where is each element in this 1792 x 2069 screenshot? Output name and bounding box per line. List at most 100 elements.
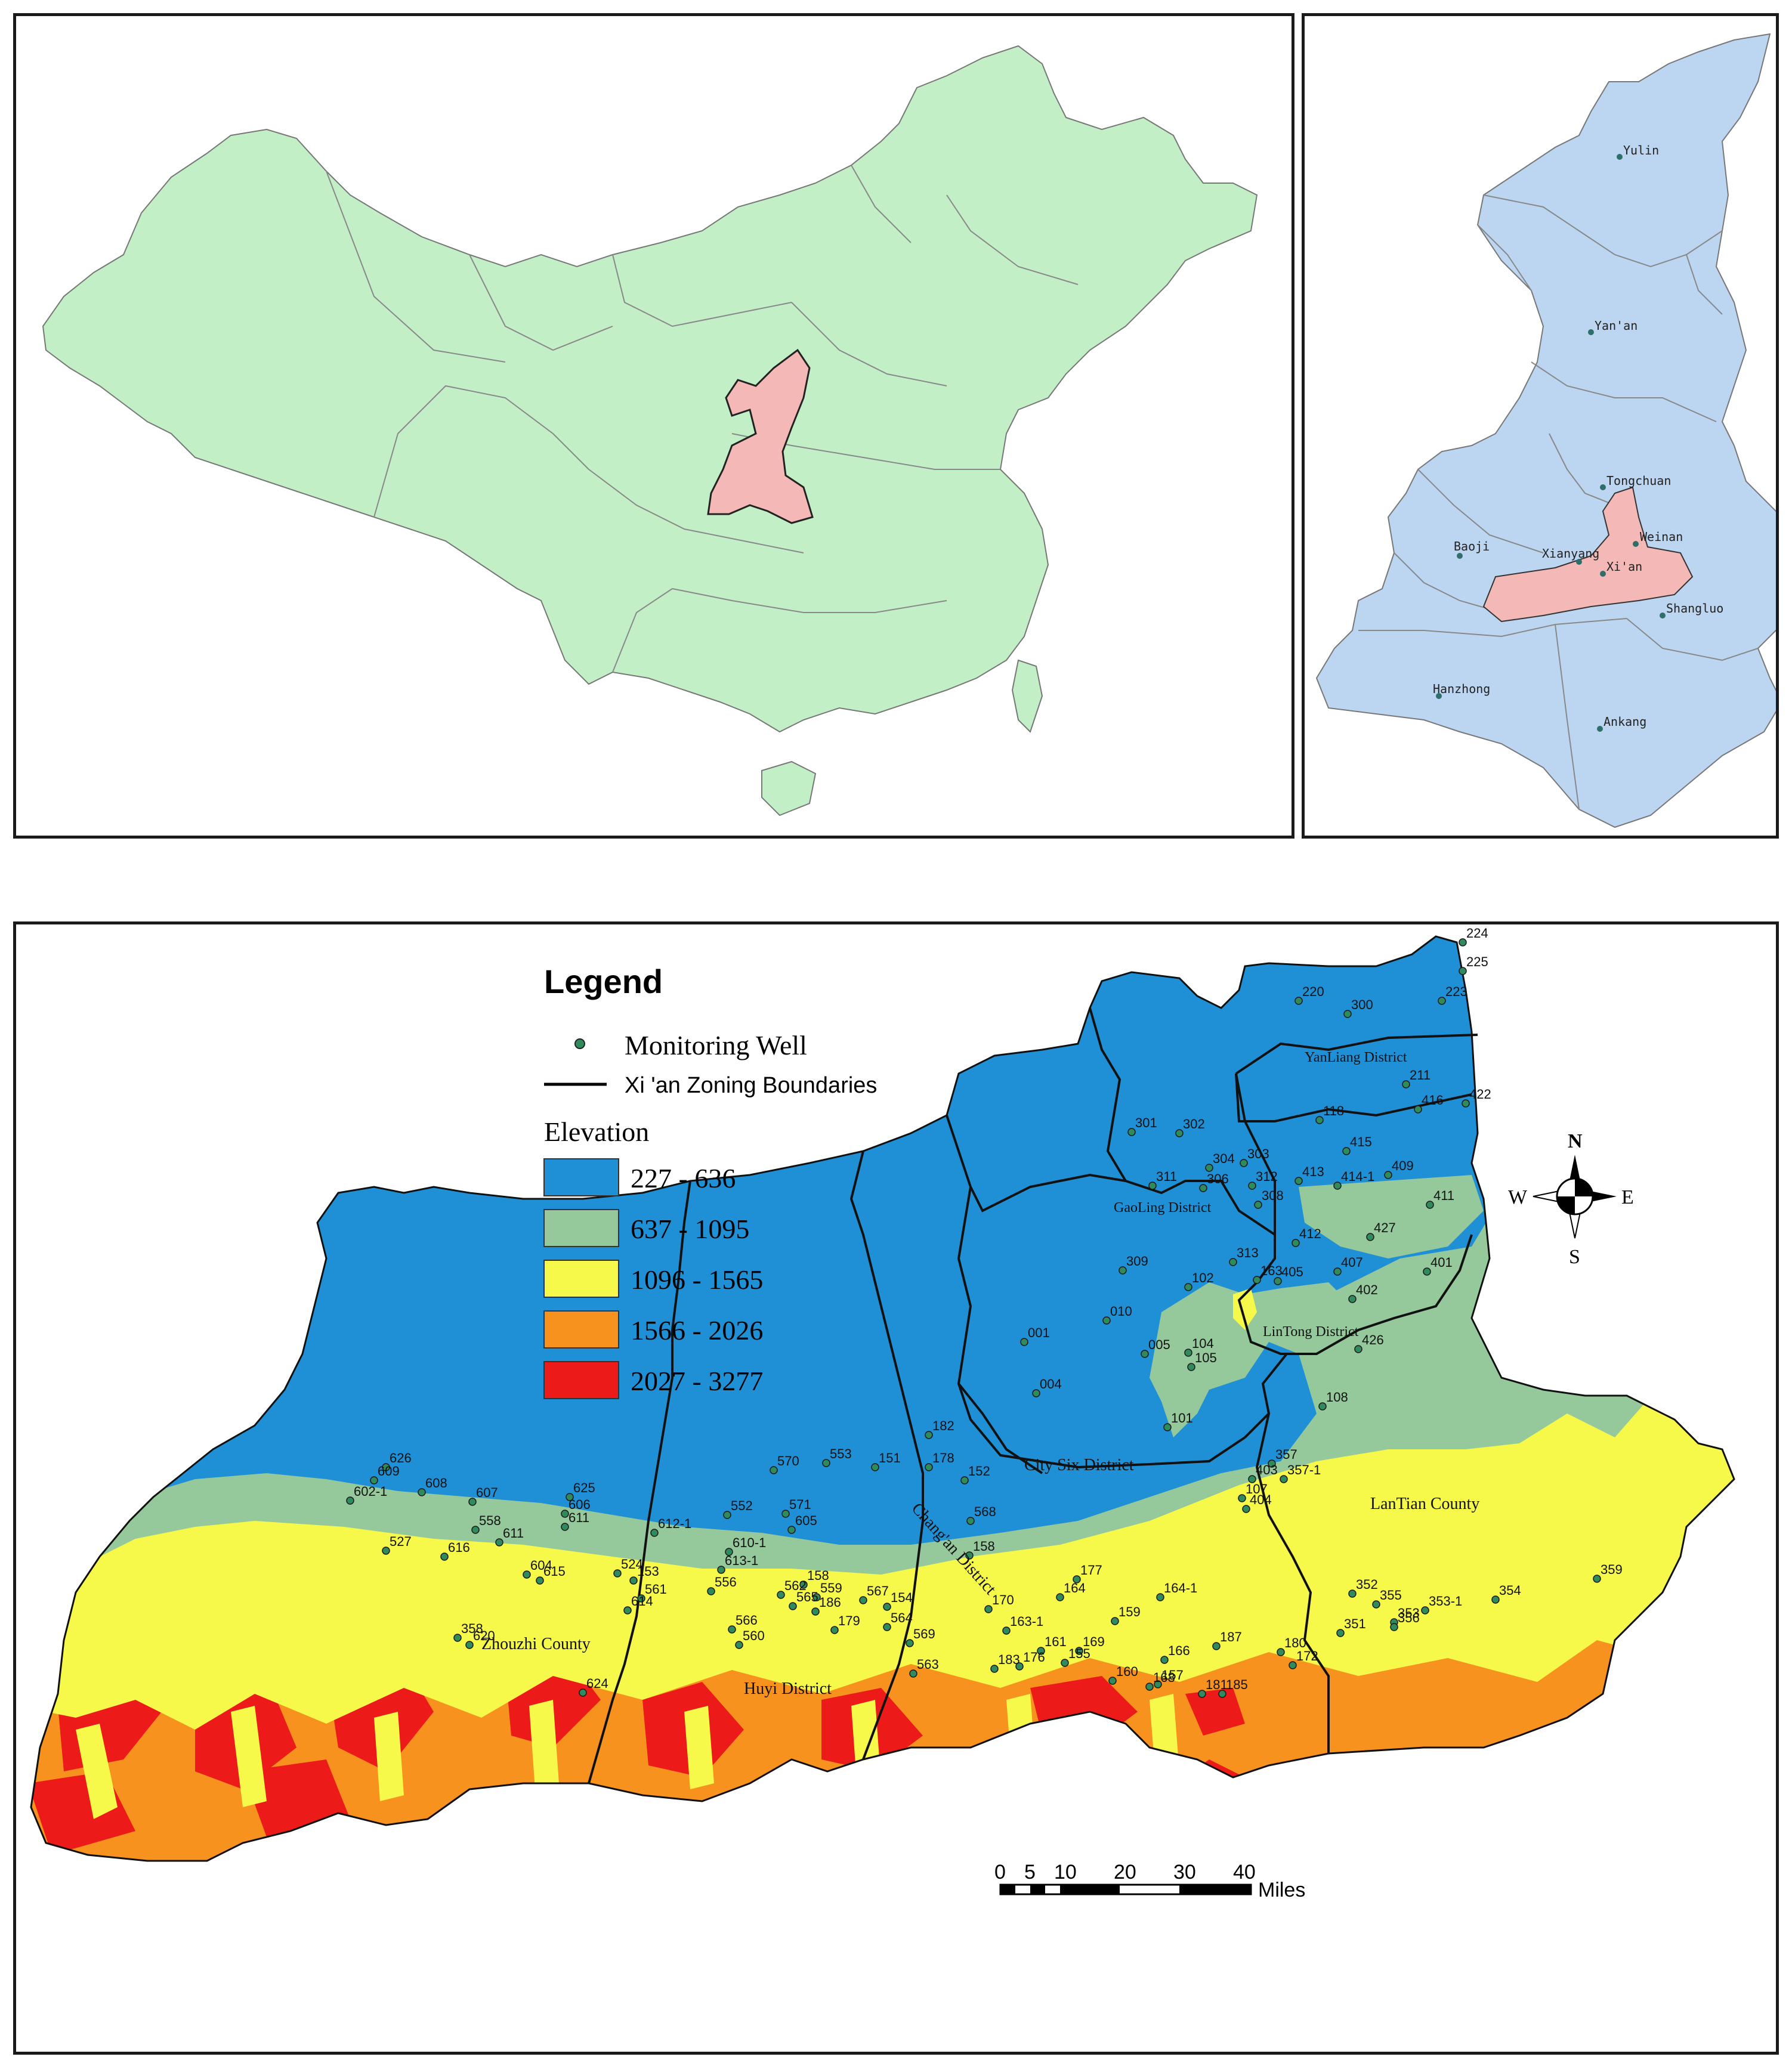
well-marker: [561, 1510, 569, 1518]
well-marker: [1459, 967, 1467, 975]
well-marker: [1163, 1423, 1172, 1431]
well-label: 563: [917, 1657, 939, 1672]
well-marker: [536, 1576, 544, 1585]
well-label: 524: [621, 1557, 643, 1572]
well-marker: [1111, 1617, 1119, 1625]
well-marker: [1462, 1099, 1470, 1108]
well-label: 552: [731, 1498, 753, 1513]
legend-range-5: 2027 - 3277: [631, 1366, 763, 1396]
well-marker: [1145, 1683, 1154, 1691]
well-label: 353: [1398, 1606, 1420, 1620]
well-label: 570: [777, 1453, 799, 1468]
well-label: 211: [1410, 1068, 1430, 1083]
well-label: 560: [743, 1628, 765, 1643]
well-label: 153: [637, 1564, 659, 1579]
well-label: 403: [1256, 1462, 1278, 1477]
well-label: 152: [968, 1464, 990, 1479]
well-label: 118: [1323, 1103, 1344, 1118]
well-marker: [1414, 1105, 1422, 1114]
well-label: 158: [973, 1539, 995, 1554]
well-label: 108: [1326, 1390, 1348, 1405]
district-label-yanliang: YanLiang District: [1305, 1050, 1407, 1065]
well-label: 158: [807, 1568, 829, 1583]
well-label: 187: [1220, 1629, 1242, 1644]
well-label: 168: [1153, 1670, 1175, 1685]
well-marker: [1491, 1595, 1500, 1604]
well-label: 401: [1430, 1255, 1453, 1270]
well-marker: [1061, 1659, 1069, 1667]
well-label: 404: [1250, 1492, 1272, 1507]
well-label: 620: [473, 1628, 495, 1643]
well-marker: [883, 1623, 891, 1631]
city-label-weinan: Weinan: [1640, 530, 1683, 544]
legend-boundary-label: Xi 'an Zoning Boundaries: [625, 1073, 877, 1098]
well-marker: [566, 1493, 574, 1501]
well-marker: [1366, 1233, 1374, 1241]
well-label: 416: [1422, 1093, 1444, 1108]
china-outline: [42, 45, 1258, 733]
well-marker: [1119, 1266, 1127, 1275]
well-label: 159: [1119, 1604, 1141, 1619]
well-label: 609: [378, 1464, 400, 1479]
district-label-gaoling: GaoLing District: [1114, 1200, 1212, 1216]
well-label: 220: [1302, 984, 1324, 999]
well-marker: [984, 1605, 993, 1613]
well-marker: [1421, 1606, 1429, 1615]
scale-unit: Miles: [1258, 1879, 1305, 1901]
well-marker: [1384, 1171, 1392, 1179]
scale-tick-40: 40: [1233, 1861, 1256, 1884]
well-marker: [1343, 1010, 1352, 1018]
well-label: 558: [479, 1513, 501, 1528]
legend-range-1: 227 - 636: [631, 1163, 736, 1193]
well-marker: [1020, 1338, 1028, 1346]
well-marker: [787, 1526, 796, 1534]
scale-tick-30: 30: [1173, 1861, 1196, 1884]
well-marker: [728, 1625, 736, 1634]
well-label: 626: [390, 1451, 412, 1465]
china-locator-map: [13, 13, 1294, 839]
well-label: 101: [1171, 1411, 1193, 1425]
well-marker: [1248, 1182, 1256, 1190]
legend-title: Legend: [544, 963, 663, 1000]
well-label: 170: [992, 1592, 1014, 1607]
well-marker: [1102, 1316, 1111, 1325]
well-label: 160: [1116, 1664, 1138, 1679]
well-label: 413: [1302, 1164, 1324, 1179]
well-label: 102: [1192, 1270, 1214, 1285]
well-marker: [717, 1566, 725, 1574]
well-marker: [990, 1665, 999, 1673]
well-label: 422: [1469, 1087, 1491, 1102]
well-label: 157: [1161, 1668, 1184, 1683]
well-marker: [1318, 1402, 1327, 1411]
well-label: 409: [1392, 1158, 1414, 1173]
well-marker: [453, 1634, 462, 1642]
well-marker: [811, 1607, 820, 1616]
well-label: 179: [838, 1613, 860, 1628]
well-label: 180: [1284, 1635, 1306, 1650]
well-label: 163-1: [1010, 1614, 1043, 1629]
well-label: 306: [1207, 1171, 1229, 1186]
shaanxi-highlight: [707, 348, 814, 524]
well-label: 001: [1028, 1325, 1050, 1340]
well-label: 571: [789, 1497, 811, 1512]
city-markers: [1436, 154, 1666, 732]
well-marker: [1268, 1459, 1276, 1468]
well-marker: [468, 1498, 477, 1506]
shaanxi-locator-map: Yulin Yan'an Tongchuan Baoji Xianyang Xi…: [1302, 13, 1779, 839]
well-label: 186: [819, 1595, 841, 1610]
well-marker: [871, 1463, 879, 1471]
well-marker: [382, 1463, 390, 1471]
well-marker: [1593, 1575, 1601, 1583]
well-label: 313: [1237, 1245, 1259, 1260]
well-marker: [1175, 1129, 1184, 1137]
well-marker: [523, 1570, 531, 1579]
well-label: 402: [1356, 1282, 1378, 1297]
well-label: 177: [1080, 1563, 1102, 1578]
well-marker: [1141, 1350, 1149, 1358]
well-marker: [1294, 997, 1303, 1005]
legend-elevation-title: Elevation: [544, 1117, 649, 1147]
well-marker: [471, 1526, 480, 1534]
well-label: 161: [1045, 1634, 1067, 1649]
well-marker: [1390, 1623, 1398, 1631]
well-label: 155: [1068, 1646, 1090, 1661]
